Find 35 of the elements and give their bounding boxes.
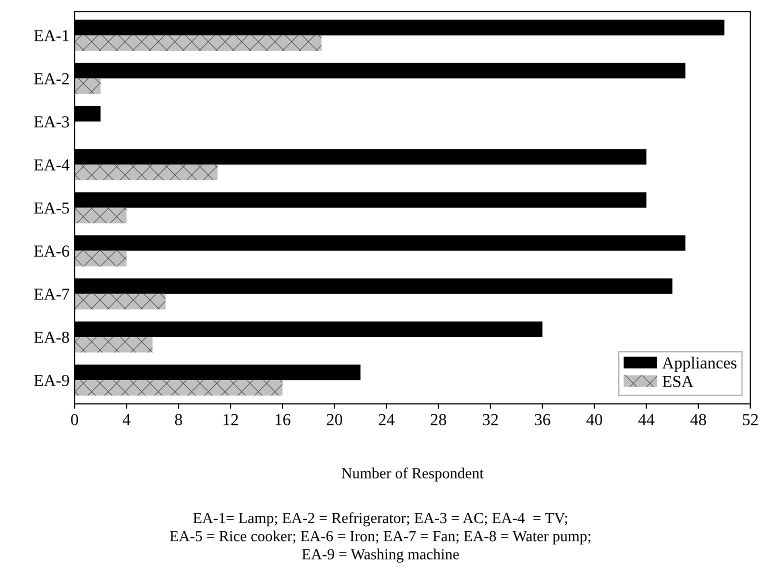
- legend-label: Appliances: [662, 356, 736, 372]
- bar: [74, 380, 283, 396]
- bar: [74, 294, 166, 310]
- bar: [74, 164, 218, 180]
- y-tick-label: EA-2: [34, 73, 69, 84]
- x-tick-label: 40: [586, 414, 602, 426]
- y-tick-label: EA-9: [34, 374, 70, 386]
- y-tick-label: EA-4: [34, 159, 70, 170]
- x-tick-label: 16: [276, 414, 290, 426]
- x-tick-label: 48: [690, 414, 706, 426]
- y-tick-label: EA-1: [34, 30, 69, 42]
- x-tick-label: 44: [638, 414, 654, 426]
- y-tick-label: EA-7: [34, 288, 70, 300]
- x-tick-label: 36: [534, 414, 550, 426]
- y-tick-label: EA-5: [34, 202, 70, 214]
- x-tick-label: 0: [71, 414, 78, 426]
- bar: [74, 208, 127, 224]
- y-tick-label: EA-6: [34, 246, 70, 257]
- x-tick-label: 28: [430, 414, 446, 426]
- y-tick-label: EA-3: [34, 116, 70, 128]
- x-tick-label: 32: [482, 414, 498, 426]
- bar: [74, 35, 322, 51]
- bar: [74, 336, 153, 353]
- bar: [74, 78, 101, 94]
- x-tick-label: 12: [224, 414, 238, 426]
- bar: [74, 250, 127, 266]
- x-tick-label: 4: [122, 414, 130, 426]
- x-tick-label: 20: [326, 414, 342, 426]
- x-tick-label: 24: [378, 414, 395, 426]
- x-axis-title: Number of Respondent: [342, 468, 484, 482]
- legend-label: ESA: [662, 376, 694, 388]
- y-tick-label: EA-8: [34, 332, 70, 343]
- text: EA-1= Lamp; EA-2 = Refrigerator; EA-3 = AC; EA-4 = TV; EA-5 = Rice cooker; EA-6 = Iron; EA-7 = Fan; EA-8 = Water pump; EA-9 = Washing machine: [170, 512, 590, 563]
- x-tick-label: 8: [175, 414, 182, 426]
- x-tick-label: 52: [742, 414, 758, 426]
